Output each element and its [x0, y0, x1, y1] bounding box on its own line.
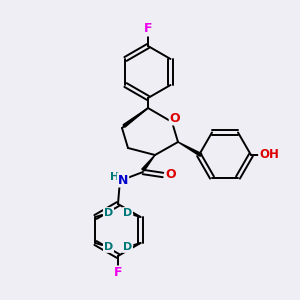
Polygon shape	[142, 155, 155, 171]
Text: D: D	[123, 208, 132, 218]
Text: H: H	[110, 172, 120, 182]
Text: D: D	[104, 242, 113, 252]
Polygon shape	[123, 108, 148, 127]
Text: O: O	[170, 112, 180, 124]
Text: F: F	[144, 22, 152, 35]
Text: D: D	[123, 242, 132, 252]
Text: F: F	[114, 266, 122, 280]
Text: OH: OH	[259, 148, 279, 161]
Text: D: D	[104, 208, 113, 218]
Polygon shape	[178, 142, 202, 156]
Text: O: O	[166, 169, 176, 182]
Text: N: N	[118, 173, 128, 187]
